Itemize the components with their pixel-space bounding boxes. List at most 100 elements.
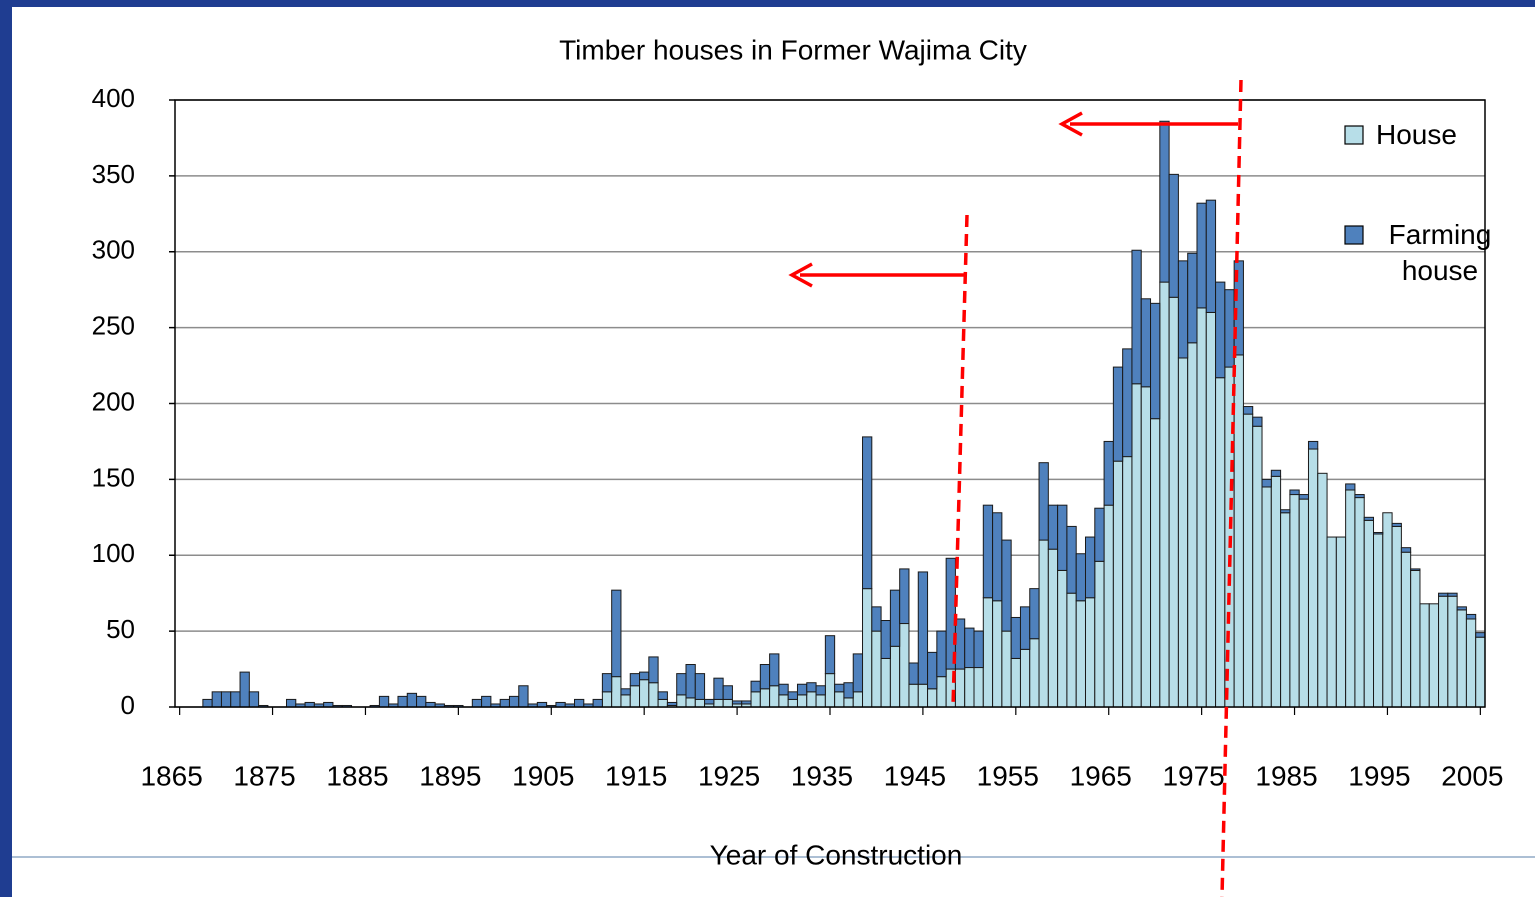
bar-segment bbox=[1252, 416, 1263, 427]
bar-segment bbox=[834, 691, 845, 708]
y-tick-label: 100 bbox=[92, 538, 135, 568]
bar-segment bbox=[1112, 460, 1124, 708]
legend-swatch bbox=[1344, 225, 1364, 245]
bar-segment bbox=[1084, 536, 1096, 599]
x-tick-label: 1885 bbox=[326, 760, 388, 791]
bar-segment bbox=[1001, 539, 1012, 632]
bar-segment bbox=[378, 695, 390, 708]
bar-segment bbox=[657, 698, 668, 708]
bar-segment bbox=[815, 694, 826, 708]
bar-segment bbox=[834, 683, 845, 693]
bar-segment bbox=[694, 698, 706, 708]
legend-swatch bbox=[1344, 125, 1364, 145]
bar-segment bbox=[1029, 638, 1040, 708]
bar-segment bbox=[1307, 448, 1319, 708]
bar-segment bbox=[416, 695, 427, 708]
bar-segment bbox=[982, 597, 994, 708]
bar-segment bbox=[1354, 497, 1365, 708]
bar-segment bbox=[936, 676, 947, 708]
bar-segment bbox=[908, 683, 919, 708]
bar-segment bbox=[620, 694, 631, 708]
bar-segment bbox=[1447, 595, 1458, 708]
bar-segment bbox=[992, 600, 1003, 708]
bar-segment bbox=[657, 691, 668, 700]
bar-segment bbox=[1400, 551, 1412, 708]
bar-segment bbox=[601, 691, 613, 708]
bar-segment bbox=[1233, 260, 1244, 356]
bar-segment bbox=[899, 623, 910, 708]
x-axis-label: Year of Construction bbox=[710, 839, 963, 870]
divider-line bbox=[1220, 79, 1243, 897]
x-tick-label: 1905 bbox=[512, 760, 574, 791]
divider-line bbox=[951, 214, 969, 708]
bar-segment bbox=[611, 589, 622, 678]
bar-segment bbox=[927, 651, 938, 690]
bar-segment bbox=[750, 691, 761, 708]
bar-segment bbox=[843, 682, 854, 699]
x-tick-label: 1945 bbox=[884, 760, 946, 791]
bar-segment bbox=[1131, 249, 1142, 385]
bar-segment bbox=[1177, 357, 1189, 708]
bar-segment bbox=[1326, 536, 1337, 708]
bar-segment bbox=[202, 698, 213, 708]
bar-segment bbox=[1057, 569, 1068, 708]
bar-segment bbox=[1177, 260, 1189, 359]
y-tick-label: 300 bbox=[92, 235, 135, 265]
legend-label: Farming house bbox=[1388, 219, 1492, 286]
bar-segment bbox=[648, 656, 659, 684]
bar-segment bbox=[1122, 348, 1133, 458]
bar-segment bbox=[601, 673, 613, 693]
x-tick-label: 1935 bbox=[791, 760, 853, 791]
chart-title: Timber houses in Former Wajima City bbox=[559, 34, 1027, 65]
bar-segment bbox=[796, 683, 808, 696]
x-tick-label: 1865 bbox=[140, 760, 202, 791]
bar-segment bbox=[1029, 588, 1040, 640]
bar-segment bbox=[1094, 560, 1105, 708]
bar-segment bbox=[1075, 553, 1086, 602]
bar-segment bbox=[1428, 603, 1440, 708]
bar-segment bbox=[917, 683, 929, 708]
y-tick-label: 50 bbox=[106, 614, 135, 644]
x-tick-label: 1985 bbox=[1255, 760, 1317, 791]
arrow-head bbox=[788, 262, 813, 288]
y-tick-label: 150 bbox=[92, 462, 135, 492]
bar-segment bbox=[973, 667, 984, 708]
bar-segment bbox=[1168, 296, 1179, 708]
bar-segment bbox=[1391, 525, 1402, 708]
bar-segment bbox=[927, 688, 938, 708]
bar-segment bbox=[676, 673, 687, 696]
arrow-head bbox=[1058, 111, 1083, 137]
bar-segment bbox=[1038, 462, 1049, 541]
bar-segment bbox=[1066, 525, 1077, 594]
bar-segment bbox=[620, 688, 631, 696]
bar-segment bbox=[1289, 494, 1300, 708]
bar-segment bbox=[1270, 469, 1282, 477]
bar-segment bbox=[862, 588, 873, 708]
bar-segment bbox=[1047, 548, 1059, 708]
bar-segment bbox=[676, 694, 687, 708]
bar-segment bbox=[1400, 547, 1412, 553]
bar-segment bbox=[1057, 504, 1068, 571]
bar-segment bbox=[1103, 440, 1114, 506]
bar-segment bbox=[1215, 281, 1226, 379]
bar-segment bbox=[248, 691, 260, 708]
bar-segment bbox=[964, 627, 975, 669]
bar-segment bbox=[508, 695, 520, 708]
bar-segment bbox=[1456, 609, 1467, 708]
bar-segment bbox=[220, 691, 232, 708]
bar-segment bbox=[741, 700, 752, 705]
bar-segment bbox=[1001, 630, 1012, 708]
bar-segment bbox=[1252, 425, 1263, 708]
legend bbox=[1344, 125, 1364, 245]
bar-segment bbox=[639, 671, 650, 681]
x-tick-label: 1915 bbox=[605, 760, 667, 791]
bar-segment bbox=[954, 618, 966, 670]
bar-segment bbox=[713, 677, 724, 700]
bar-segment bbox=[945, 557, 956, 670]
bar-segment bbox=[1122, 456, 1133, 708]
bar-segment bbox=[1196, 307, 1207, 708]
bar-segment bbox=[1242, 413, 1254, 708]
bar-segment bbox=[1465, 618, 1477, 708]
bar-segment bbox=[852, 691, 864, 708]
